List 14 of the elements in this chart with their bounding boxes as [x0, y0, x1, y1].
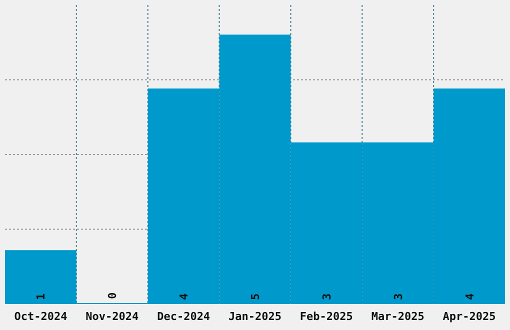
data-label: 4: [178, 293, 191, 300]
x-tick-label: Nov-2024: [86, 310, 140, 323]
x-tick-label: Dec-2024: [157, 310, 210, 323]
data-label: 5: [249, 293, 262, 300]
x-tick-label: Apr-2025: [442, 310, 496, 323]
x-tick-label: Mar-2025: [371, 310, 424, 323]
data-label: 3: [392, 293, 405, 300]
x-tick-label: Oct-2024: [14, 310, 68, 323]
data-label: 0: [106, 292, 120, 299]
data-label: 1: [34, 293, 48, 300]
data-label: 3: [320, 293, 334, 300]
x-tick-label: Jan-2025: [228, 310, 282, 323]
x-tick-label: Feb-2025: [300, 310, 353, 323]
data-label: 4: [463, 293, 476, 300]
